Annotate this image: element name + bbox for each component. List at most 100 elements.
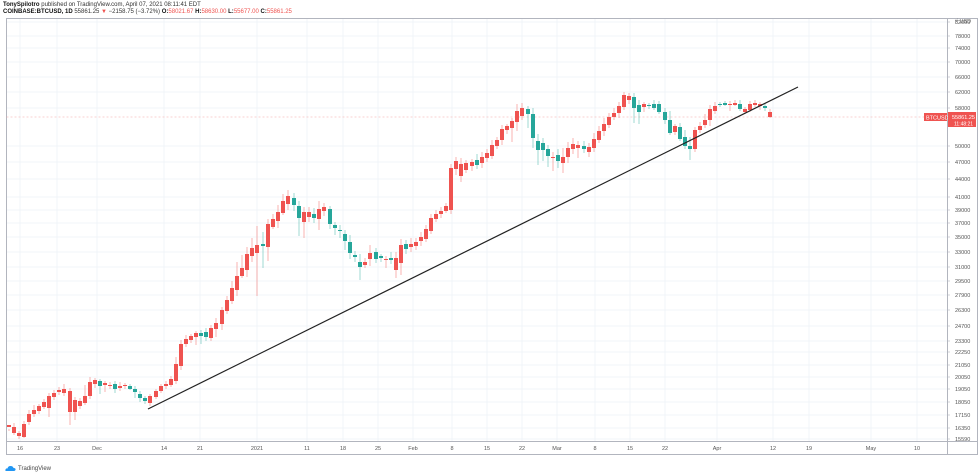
price-tick-label: 17150 [955, 413, 970, 419]
price-tick-label: 70000 [955, 60, 970, 66]
candle [328, 206, 332, 229]
author[interactable]: TonySpilotro [3, 2, 40, 8]
price-tick-label: 58000 [955, 106, 970, 112]
candle [647, 103, 651, 109]
candle [312, 208, 316, 223]
candle [128, 384, 132, 390]
price-tick-label: 20050 [955, 375, 970, 381]
candle [475, 154, 479, 169]
candle [27, 410, 31, 425]
candle [652, 100, 656, 110]
price-axis[interactable]: 82000 78000 74000 70000 66000 62000 58000 50000… [947, 20, 970, 443]
candle [103, 381, 107, 392]
candle [333, 222, 337, 235]
candle [52, 390, 56, 400]
candle [214, 318, 218, 337]
candle [297, 201, 301, 236]
candle [164, 381, 168, 389]
candle [37, 404, 41, 414]
close-label: C: [260, 9, 267, 15]
price-tag-countdown: 11:48:21 [954, 122, 973, 128]
candle [495, 137, 499, 149]
time-tick-label: 2021 [251, 446, 263, 452]
candle [245, 247, 249, 277]
price-tick-label: 74000 [955, 46, 970, 52]
candle [317, 201, 321, 230]
candle [444, 203, 448, 213]
price-tick-label: 19050 [955, 387, 970, 393]
candle [276, 205, 280, 228]
candle [485, 149, 489, 162]
time-tick-label: 15 [627, 446, 633, 452]
time-tick-label: Mar [552, 446, 562, 452]
candle [723, 101, 727, 106]
candle [627, 93, 631, 104]
price-tick-label: 39000 [955, 208, 970, 214]
candle [199, 330, 203, 344]
time-axis[interactable]: 16 23 Dec 14 21 2021 11 18 25 Feb 8 15 22 Mar 8 15 22 Apr… [17, 446, 920, 452]
candle [220, 307, 224, 330]
price-tick-label: 21050 [955, 363, 970, 369]
candle [302, 207, 306, 238]
time-tick-label: 16 [17, 446, 23, 452]
candle [763, 103, 767, 111]
candle [429, 214, 433, 234]
low-label: L: [228, 9, 234, 15]
price-tick-label: 78000 [955, 34, 970, 40]
candle [98, 379, 102, 394]
tradingview-logo[interactable]: TradingView [5, 465, 51, 472]
candle [292, 193, 296, 211]
price-tick-label: 37000 [955, 221, 970, 227]
price-tick-label: 50000 [955, 144, 970, 150]
candle [632, 93, 636, 123]
candles [7, 92, 772, 439]
candle [225, 296, 229, 314]
candle [68, 388, 72, 425]
candle [235, 262, 239, 296]
price-tick-label: 33000 [955, 250, 970, 256]
candle [551, 152, 555, 171]
price-tick-label: 82000 [955, 20, 970, 26]
price-tick-label: 24700 [955, 324, 970, 330]
candle [602, 118, 606, 136]
candle [62, 384, 66, 396]
candle [663, 108, 667, 124]
candle [368, 245, 372, 266]
time-tick-label: 22 [519, 446, 525, 452]
candle [459, 158, 463, 182]
time-tick-label: 10 [914, 446, 920, 452]
candle [261, 232, 265, 268]
candle [83, 385, 87, 405]
trendline[interactable] [147, 86, 799, 410]
candle [343, 230, 347, 250]
candle [57, 387, 61, 395]
candle [520, 103, 524, 120]
candle [424, 225, 428, 242]
candle [143, 396, 147, 404]
time-tick-label: 19 [806, 446, 812, 452]
candle [123, 383, 127, 389]
candle [434, 210, 438, 222]
time-tick-label: 11 [304, 446, 310, 452]
time-tick-label: 25 [375, 446, 381, 452]
candle [642, 102, 646, 112]
time-tick-label: 18 [340, 446, 346, 452]
candle [204, 328, 208, 341]
candle [673, 124, 677, 135]
candle [250, 238, 254, 262]
candle [394, 252, 398, 278]
candle [582, 141, 586, 153]
candle [419, 232, 423, 246]
tradingview-cloud-icon [5, 466, 16, 471]
candle [587, 143, 591, 157]
symbol-label: COINBASE:BTCUSD, 1D [3, 9, 73, 15]
time-tick-label: 8 [450, 446, 453, 452]
candle [7, 425, 11, 431]
candle [409, 238, 413, 252]
candle [133, 386, 137, 398]
price-tick-label: 16350 [955, 426, 970, 432]
candle [389, 252, 393, 264]
candle [138, 391, 142, 402]
candle [113, 381, 117, 393]
